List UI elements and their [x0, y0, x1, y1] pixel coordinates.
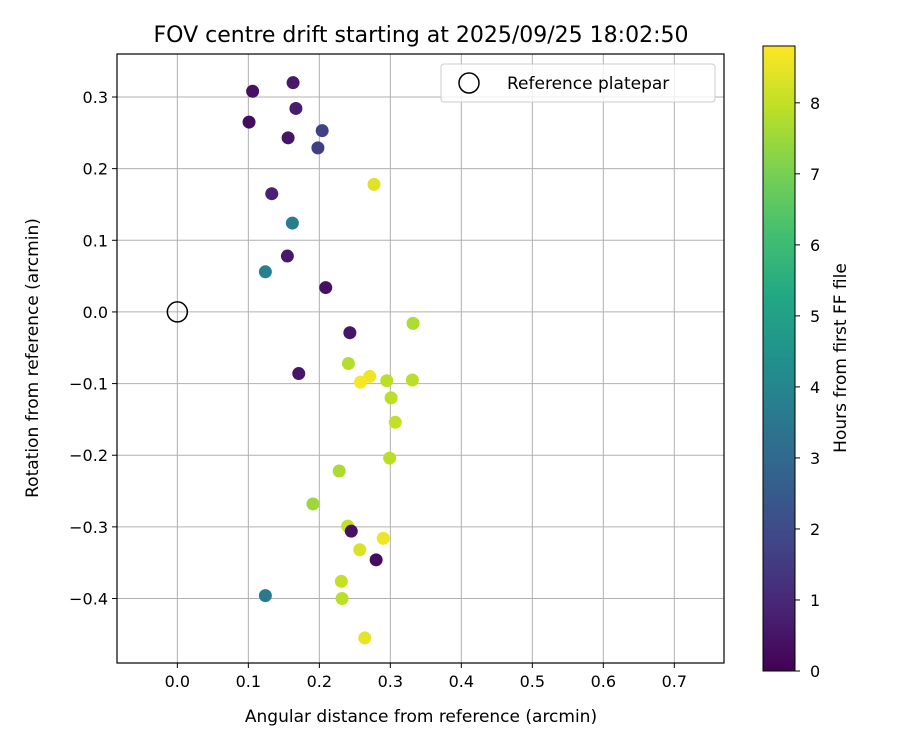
- data-point: [353, 543, 367, 557]
- data-point: [289, 101, 303, 115]
- legend-marker-icon: [458, 72, 480, 94]
- plot-area: [117, 54, 724, 663]
- data-point: [367, 177, 381, 191]
- x-tick-label: 0.7: [662, 672, 687, 691]
- legend-box: [440, 63, 716, 103]
- colorbar-ticks: 0 1 2 3 4 5 6 7 8: [795, 94, 820, 681]
- x-tick-label: 0.3: [378, 672, 403, 691]
- data-points: [242, 76, 420, 645]
- data-point: [380, 374, 394, 388]
- y-tick-label: 0.1: [83, 231, 108, 250]
- data-point: [354, 375, 368, 389]
- colorbar-gradient: [762, 45, 796, 672]
- y-tick-label: −0.3: [69, 518, 108, 537]
- data-point: [334, 574, 348, 588]
- data-point: [281, 131, 295, 145]
- colorbar-tick-label: 0: [810, 662, 820, 681]
- data-point: [292, 367, 306, 381]
- data-point: [258, 589, 272, 603]
- y-tick-label: 0.3: [83, 88, 108, 107]
- grid-lines: [117, 54, 724, 663]
- y-tick-label: 0.0: [83, 303, 108, 322]
- y-tick-label: −0.1: [69, 375, 108, 394]
- y-axis-ticks: 0.3 0.2 0.1 0.0 −0.1 −0.2 −0.3 −0.4: [69, 88, 117, 609]
- plot-frame: [116, 53, 725, 664]
- data-point: [335, 592, 349, 606]
- data-point: [280, 249, 294, 263]
- data-point: [242, 115, 256, 129]
- colorbar-label: Hours from first FF file: [831, 263, 851, 453]
- colorbar-tick-label: 7: [810, 165, 820, 184]
- legend: Reference platepar: [440, 63, 716, 103]
- data-point: [341, 357, 355, 371]
- data-point: [285, 216, 299, 230]
- data-point: [306, 497, 320, 511]
- x-tick-label: 0.1: [236, 672, 261, 691]
- x-tick-label: 0.6: [591, 672, 616, 691]
- data-point: [406, 316, 420, 330]
- data-point: [344, 524, 358, 538]
- data-point: [376, 531, 390, 545]
- colorbar-tick-label: 2: [810, 520, 820, 539]
- data-point: [286, 76, 300, 90]
- data-point: [383, 451, 397, 465]
- data-point: [369, 553, 383, 567]
- colorbar-tick-label: 1: [810, 591, 820, 610]
- y-tick-label: −0.4: [69, 590, 108, 609]
- data-point: [311, 141, 325, 155]
- y-tick-label: 0.2: [83, 160, 108, 179]
- data-point: [388, 415, 402, 429]
- data-point: [358, 631, 372, 645]
- x-tick-label: 0.0: [165, 672, 190, 691]
- data-point: [246, 84, 260, 98]
- colorbar-tick-label: 3: [810, 449, 820, 468]
- x-tick-label: 0.5: [520, 672, 545, 691]
- x-tick-label: 0.2: [307, 672, 332, 691]
- data-point: [384, 391, 398, 405]
- reference-point-marker: [166, 301, 189, 323]
- data-point: [265, 187, 279, 201]
- colorbar-tick-label: 8: [810, 94, 820, 113]
- data-point: [343, 326, 357, 340]
- y-tick-label: −0.2: [69, 446, 108, 465]
- colorbar-tick-label: 6: [810, 236, 820, 255]
- x-tick-label: 0.4: [449, 672, 474, 691]
- x-axis-label: Angular distance from reference (arcmin): [245, 707, 597, 727]
- chart-title: FOV centre drift starting at 2025/09/25 …: [154, 23, 689, 48]
- colorbar-tick-label: 4: [810, 378, 820, 397]
- data-point: [319, 281, 333, 295]
- x-axis-ticks: 0.0 0.1 0.2 0.3 0.4 0.5 0.6 0.7: [165, 663, 687, 691]
- data-point: [315, 124, 329, 138]
- data-point: [258, 265, 272, 279]
- y-axis-label: Rotation from reference (arcmin): [23, 218, 43, 498]
- data-point: [405, 373, 419, 387]
- colorbar: 0 1 2 3 4 5 6 7 8 Hours from first FF file: [762, 45, 851, 681]
- colorbar-tick-label: 5: [810, 307, 820, 326]
- legend-entry-reference: Reference platepar: [507, 74, 669, 94]
- data-point: [332, 464, 346, 478]
